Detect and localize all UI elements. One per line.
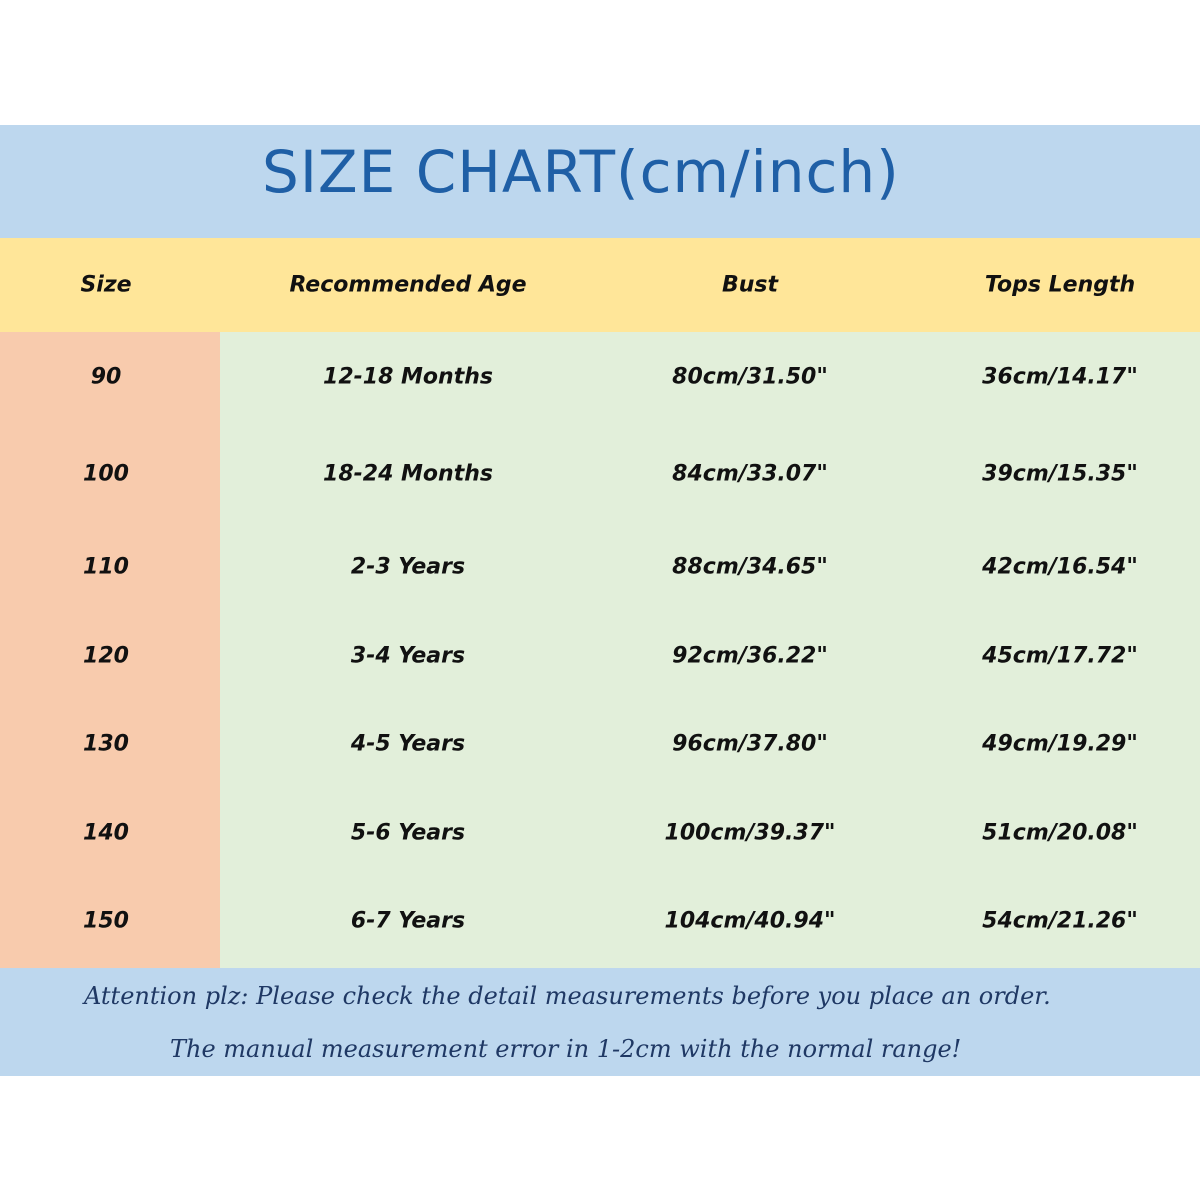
table-cell: 51cm/20.08"	[982, 820, 1138, 846]
table-cell: 140	[83, 820, 129, 846]
table-cell: 100cm/39.37"	[664, 820, 836, 846]
table-cell: 104cm/40.94"	[664, 908, 836, 934]
column-header: Size	[80, 272, 132, 298]
table-cell: 39cm/15.35"	[982, 461, 1138, 487]
size-column	[0, 332, 220, 968]
table-cell: 130	[83, 731, 129, 757]
table-cell: 96cm/37.80"	[672, 731, 828, 757]
table-cell: 45cm/17.72"	[982, 643, 1138, 669]
table-cell: 110	[83, 554, 129, 580]
title-band	[0, 125, 1200, 238]
table-cell: 49cm/19.29"	[982, 731, 1138, 757]
footer-band	[0, 968, 1200, 1076]
table-cell: 92cm/36.22"	[672, 643, 828, 669]
table-cell: 150	[83, 908, 129, 934]
table-cell: 18-24 Months	[323, 461, 493, 487]
table-cell: 100	[83, 461, 129, 487]
footer-attention: Attention plz: Please check the detail m…	[84, 982, 1051, 1010]
column-header: Bust	[721, 272, 779, 298]
table-cell: 88cm/34.65"	[672, 554, 828, 580]
table-cell: 4-5 Years	[350, 731, 466, 757]
column-header: Tops Length	[984, 272, 1136, 298]
table-cell: 2-3 Years	[350, 554, 466, 580]
table-body	[220, 332, 1200, 968]
table-cell: 5-6 Years	[350, 820, 466, 846]
table-cell: 80cm/31.50"	[672, 364, 828, 390]
table-cell: 84cm/33.07"	[672, 461, 828, 487]
table-cell: 3-4 Years	[350, 643, 466, 669]
table-cell: 36cm/14.17"	[982, 364, 1138, 390]
footer-note: The manual measurement error in 1-2cm wi…	[170, 1035, 962, 1063]
table-cell: 6-7 Years	[350, 908, 466, 934]
table-cell: 12-18 Months	[323, 364, 493, 390]
table-cell: 120	[83, 643, 129, 669]
chart-title: SIZE CHART(cm/inch)	[262, 138, 900, 206]
header-row	[0, 238, 1200, 332]
table-cell: 90	[90, 364, 122, 390]
table-cell: 42cm/16.54"	[982, 554, 1138, 580]
column-header: Recommended Age	[289, 272, 527, 298]
table-cell: 54cm/21.26"	[982, 908, 1138, 934]
